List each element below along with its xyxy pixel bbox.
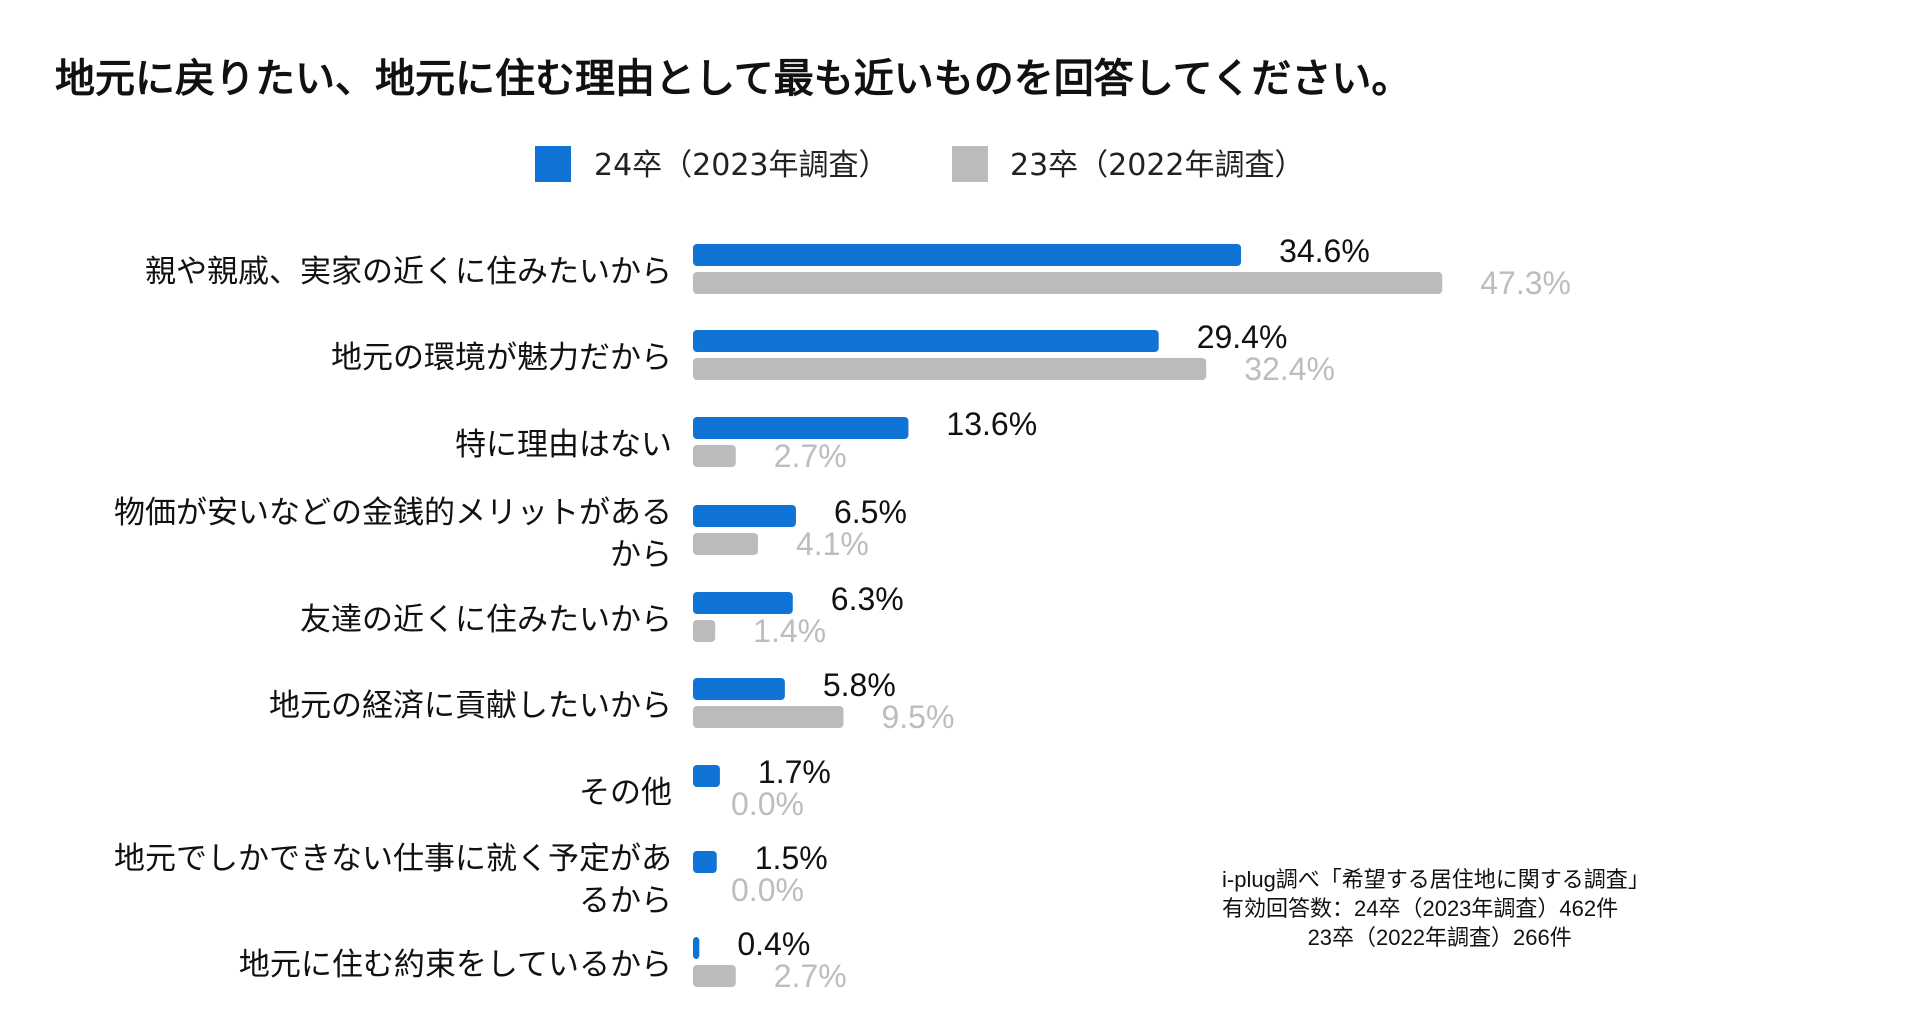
value-label-23: 0.0%: [731, 872, 804, 908]
legend-label-23: 23卒（2022年調査）: [1010, 148, 1305, 183]
bar-23: [693, 620, 716, 642]
value-label-24: 1.7%: [758, 754, 831, 790]
bar-23: [693, 272, 1443, 294]
category-label: るから: [579, 883, 672, 919]
source-note: i-plug調べ「希望する居住地に関する調査」 有効回答数：24卒（2023年調査…: [1222, 865, 1650, 952]
value-labels: 34.6% 47.3% 29.4%32.4% 13.6% 2.7% 6.5%4.1% 6.3…: [731, 233, 1571, 994]
source-note-line-3: 23卒（2022年調査）266件: [1222, 925, 1572, 950]
bar-23: [693, 533, 758, 555]
category-label: 地元の環境が魅力だから: [331, 340, 672, 376]
value-label-23: 2.7%: [774, 438, 847, 474]
value-label-24: 34.6%: [1279, 233, 1370, 269]
category-label: 友達の近くに住みたいから: [300, 602, 672, 638]
legend: 24卒（2023年調査） 23卒（2022年調査）: [535, 146, 1305, 183]
value-label-23: 2.7%: [774, 958, 847, 994]
value-label-23: 47.3%: [1480, 265, 1571, 301]
bar-24: [693, 937, 700, 959]
category-label: から: [610, 537, 672, 573]
category-label: 親や親戚、実家の近くに住みたいから: [145, 254, 672, 290]
source-note-line-1: i-plug調べ「希望する居住地に関する調査」: [1222, 867, 1650, 892]
value-label-24: 29.4%: [1197, 319, 1288, 355]
bar-23: [693, 358, 1207, 380]
value-label-23: 32.4%: [1244, 351, 1335, 387]
category-label: 地元に住む約束をしているから: [239, 947, 672, 983]
legend-label-24: 24卒（2023年調査）: [594, 148, 889, 183]
value-label-23: 4.1%: [796, 526, 869, 562]
category-label: 地元の経済に貢献したいから: [269, 688, 672, 724]
bar-24: [693, 678, 785, 700]
value-label-24: 1.5%: [755, 840, 828, 876]
category-label: 特に理由はない: [455, 427, 672, 463]
bar-23: [693, 965, 736, 987]
value-label-23: 9.5%: [881, 699, 954, 735]
legend-swatch-23: [952, 146, 988, 182]
category-labels: 親や親戚、実家の近くに住みたいから地元の環境が魅力だから特に理由はない物価が安い…: [114, 254, 672, 983]
category-label: 地元でしかできない仕事に就く予定があ: [114, 841, 672, 877]
bar-24: [693, 765, 720, 787]
value-label-23: 1.4%: [753, 613, 826, 649]
bar-24: [693, 851, 717, 873]
legend-swatch-24: [535, 146, 571, 182]
value-label-24: 13.6%: [946, 406, 1037, 442]
bar-24: [693, 505, 796, 527]
category-label: 物価が安いなどの金銭的メリットがある: [114, 495, 672, 531]
value-label-24: 6.5%: [834, 494, 907, 530]
category-label: その他: [579, 775, 672, 811]
bars: [693, 244, 1443, 987]
value-label-23: 0.0%: [731, 786, 804, 822]
bar-24: [693, 244, 1242, 266]
value-label-24: 5.8%: [823, 667, 896, 703]
bar-23: [693, 445, 736, 467]
bar-24: [693, 592, 793, 614]
bar-24: [693, 330, 1159, 352]
chart-title: 地元に戻りたい、地元に住む理由として最も近いものを回答してください。: [55, 56, 1411, 102]
value-label-24: 6.3%: [831, 581, 904, 617]
source-note-line-2: 有効回答数：24卒（2023年調査）462件: [1222, 896, 1619, 921]
bar-24: [693, 417, 909, 439]
value-label-24: 0.4%: [737, 926, 810, 962]
bar-23: [693, 706, 844, 728]
